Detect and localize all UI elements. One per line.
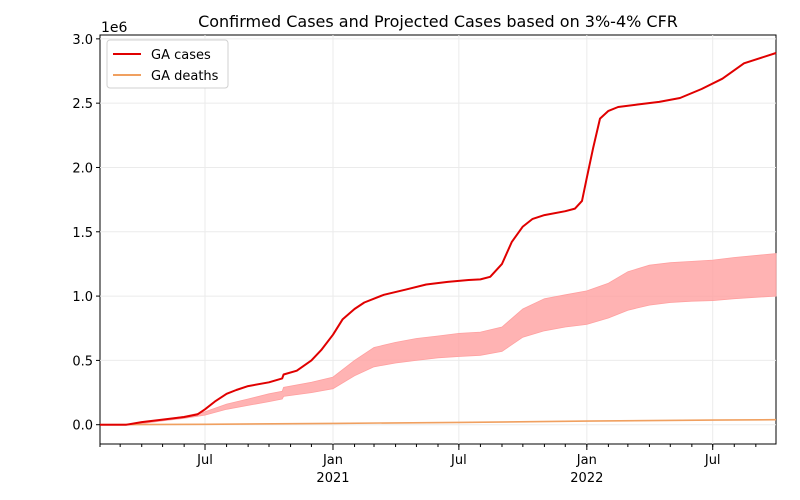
x-tick-label: Jul	[450, 453, 467, 468]
legend-label-ga-cases: GA cases	[151, 48, 211, 63]
axes: 0.0 0.5 1.0 1.5 2.0 2.5 3.0 Jul Jan 2021 Jul Jan 202…	[72, 33, 757, 486]
x-tick-year-label: 2021	[316, 471, 349, 486]
y-axis-offset-label: 1e6	[101, 20, 128, 36]
y-tick-label: 1.5	[72, 226, 93, 241]
series-line-ga-cases	[100, 52, 777, 426]
legend-label-ga-deaths: GA deaths	[151, 69, 219, 84]
y-tick-label: 0.0	[72, 419, 93, 434]
x-tick-label: Jul	[196, 453, 213, 468]
y-tick-label: 0.5	[72, 354, 93, 369]
plot-area	[99, 34, 777, 445]
legend: GA cases GA deaths	[106, 39, 229, 89]
y-tick-label: 2.5	[72, 97, 93, 112]
y-tick-label: 1.0	[72, 290, 93, 305]
chart-title: Confirmed Cases and Projected Cases base…	[198, 12, 678, 31]
y-tick-label: 3.0	[72, 33, 93, 48]
x-tick-label: Jan	[322, 453, 343, 468]
x-tick-label: Jul	[704, 453, 721, 468]
series-layer	[99, 52, 777, 426]
projection-band-layer	[100, 253, 777, 426]
series-line-ga-deaths	[99, 418, 777, 426]
projection-band-area	[100, 253, 777, 426]
y-tick-label: 2.0	[72, 161, 93, 176]
x-tick-year-label: 2022	[570, 471, 603, 486]
x-tick-label: Jan	[576, 453, 597, 468]
